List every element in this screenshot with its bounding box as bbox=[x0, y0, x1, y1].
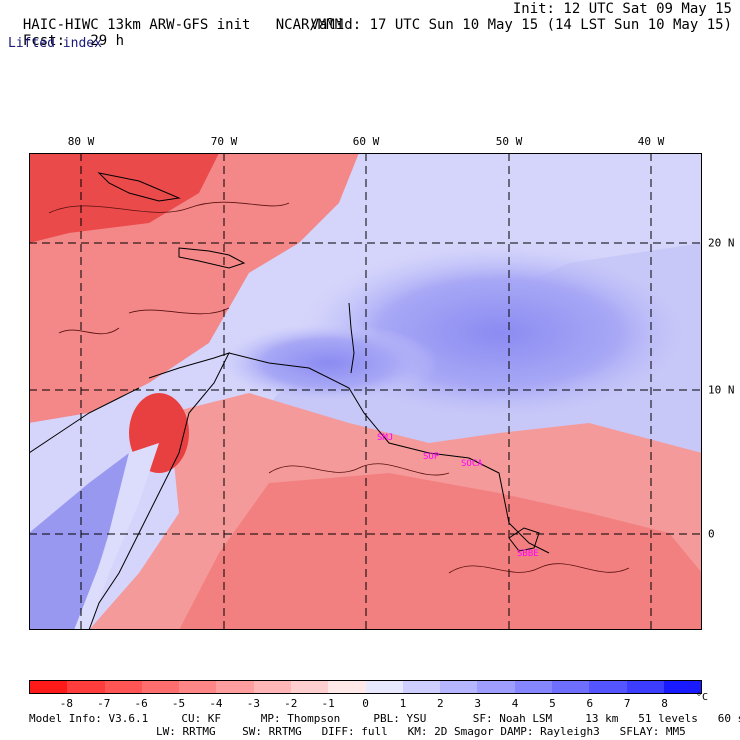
station-sbbe: SBBE bbox=[517, 549, 539, 559]
red-core-nw bbox=[29, 153, 219, 243]
colorbar-label: -6 bbox=[134, 697, 148, 710]
model-title: HAIC-HIWC 13km ARW-GFS init NCAR/MMM bbox=[22, 17, 344, 33]
footer-model-info: Model Info: V3.6.1 CU: KF MP: Thompson P… bbox=[29, 712, 740, 725]
blue-core-caribbean bbox=[219, 323, 439, 403]
station-labels: SMJ SOP SOCA SBBE bbox=[377, 433, 539, 559]
colorbar bbox=[29, 680, 702, 694]
colorbar-cell bbox=[30, 681, 68, 693]
forecast-hour: Fcst: 29 h bbox=[22, 33, 125, 49]
colorbar-cell bbox=[290, 681, 329, 693]
init-time: Init: 12 UTC Sat 09 May 15 bbox=[512, 1, 732, 17]
colorbar-label: 6 bbox=[586, 697, 594, 710]
lon-label-50w: 50 W bbox=[495, 135, 523, 148]
colorbar-label: 1 bbox=[399, 697, 407, 710]
colorbar-cell bbox=[402, 681, 441, 693]
colorbar-cell bbox=[179, 681, 217, 693]
colorbar-cell bbox=[589, 681, 627, 693]
variable-name: Lifted index bbox=[8, 36, 102, 51]
map-frame bbox=[29, 153, 702, 630]
colorbar-label: -4 bbox=[209, 697, 223, 710]
colorbar-label: 5 bbox=[549, 697, 556, 710]
graticule bbox=[29, 153, 702, 630]
colorbar-unit: °C bbox=[696, 692, 709, 703]
colorbar-label: -8 bbox=[59, 697, 73, 710]
colorbar-label: 2 bbox=[436, 697, 444, 710]
footer-physics-info: LW: RRTMG SW: RRTMG DIFF: full KM: 2D Sm… bbox=[156, 725, 686, 738]
station-soca: SOCA bbox=[461, 459, 483, 469]
lon-label-40w: 40 W bbox=[637, 135, 665, 148]
andes-pale-strip bbox=[74, 443, 159, 630]
red-core-south bbox=[179, 473, 702, 630]
lat-label-20n: 20 N bbox=[708, 236, 735, 250]
colorbar-label: -3 bbox=[246, 697, 260, 710]
colorbar-label: -2 bbox=[284, 697, 298, 710]
colorbar-cell bbox=[216, 681, 254, 693]
colorbar-label: 4 bbox=[511, 697, 519, 710]
colorbar-label: 7 bbox=[623, 697, 631, 710]
station-smj: SMJ bbox=[377, 433, 393, 443]
colorbar-cell bbox=[67, 681, 105, 693]
colorbar-cell bbox=[477, 681, 515, 693]
blue-region-pacific bbox=[29, 453, 129, 630]
colorbar-cell bbox=[440, 681, 478, 693]
valid-time: Valid: 17 UTC Sun 10 May 15 (14 LST Sun … bbox=[310, 17, 732, 33]
colorbar-cell bbox=[626, 681, 664, 693]
lifted-index-map: SMJ SOP SOCA SBBE bbox=[29, 153, 702, 630]
colorbar-label: -1 bbox=[321, 697, 335, 710]
lat-label-10n: 10 N bbox=[708, 383, 735, 397]
coastlines bbox=[29, 172, 550, 630]
lon-label-60w: 60 W bbox=[352, 135, 380, 148]
lat-label-0: 0 bbox=[708, 527, 715, 541]
colorbar-label: 0 bbox=[362, 697, 369, 710]
colorbar-cell bbox=[551, 681, 590, 693]
colorbar-label: -5 bbox=[171, 697, 186, 710]
colorbar-cell bbox=[253, 681, 291, 693]
colorbar-cell bbox=[663, 681, 702, 693]
colorbar-cell bbox=[365, 681, 403, 693]
colorbar-cell bbox=[514, 681, 552, 693]
colorbar-label: 8 bbox=[661, 697, 668, 710]
colorbar-label: -7 bbox=[97, 697, 111, 710]
lon-label-70w: 70 W bbox=[210, 135, 238, 148]
colorbar-label: 3 bbox=[474, 697, 481, 710]
colorbar-cell bbox=[328, 681, 366, 693]
colorbar-cell bbox=[141, 681, 180, 693]
li-contours bbox=[48, 201, 630, 574]
station-sop: SOP bbox=[423, 452, 440, 462]
lon-label-80w: 80 W bbox=[67, 135, 95, 148]
colorbar-cell bbox=[104, 681, 142, 693]
